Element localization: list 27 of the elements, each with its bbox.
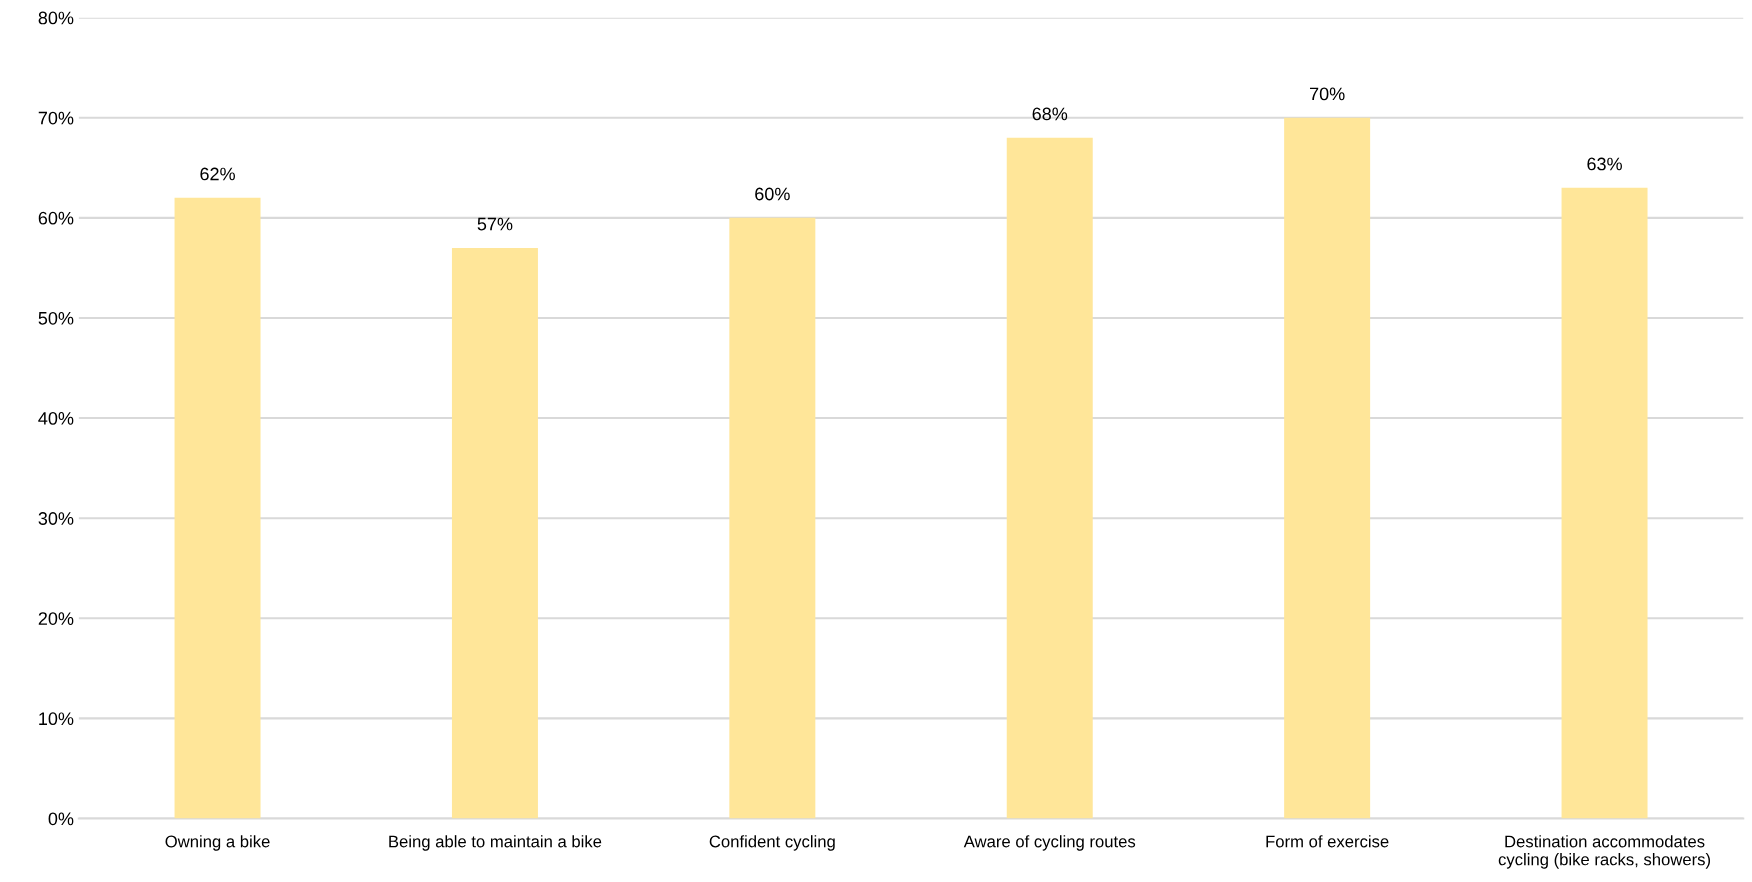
- x-tick-label: Destination accommodates cycling (bike racks, showers): [1498, 835, 1711, 869]
- bar: [451, 247, 538, 819]
- y-tick-label: 30%: [38, 512, 74, 525]
- y-tick-label: 0%: [48, 812, 74, 826]
- y-tick-label: 60%: [38, 211, 74, 225]
- data-label: 68%: [1032, 107, 1068, 121]
- y-tick-label: 80%: [38, 11, 74, 25]
- x-tick-label: Being able to maintain a bike: [389, 835, 602, 851]
- bar: [1006, 137, 1093, 819]
- x-tick-label: Aware of cycling routes: [963, 835, 1136, 851]
- data-label: 70%: [1310, 87, 1345, 101]
- data-label: 57%: [477, 217, 513, 231]
- bar: [174, 197, 261, 819]
- x-tick-label: Owning a bike: [165, 835, 270, 851]
- bar: [1284, 117, 1371, 819]
- x-tick-label: Confident cycling: [709, 835, 835, 851]
- data-label: 62%: [200, 167, 235, 181]
- y-tick-label: 10%: [39, 712, 74, 726]
- y-tick-label: 70%: [38, 111, 74, 125]
- y-tick-label: 50%: [38, 311, 74, 325]
- x-tick-label: Form of exercise: [1266, 835, 1389, 848]
- bar: [729, 217, 816, 819]
- y-tick-label: 40%: [38, 412, 74, 425]
- bar: [1561, 187, 1648, 819]
- data-label: 60%: [755, 187, 790, 201]
- data-label: 63%: [1587, 157, 1622, 171]
- y-tick-label: 20%: [38, 612, 74, 625]
